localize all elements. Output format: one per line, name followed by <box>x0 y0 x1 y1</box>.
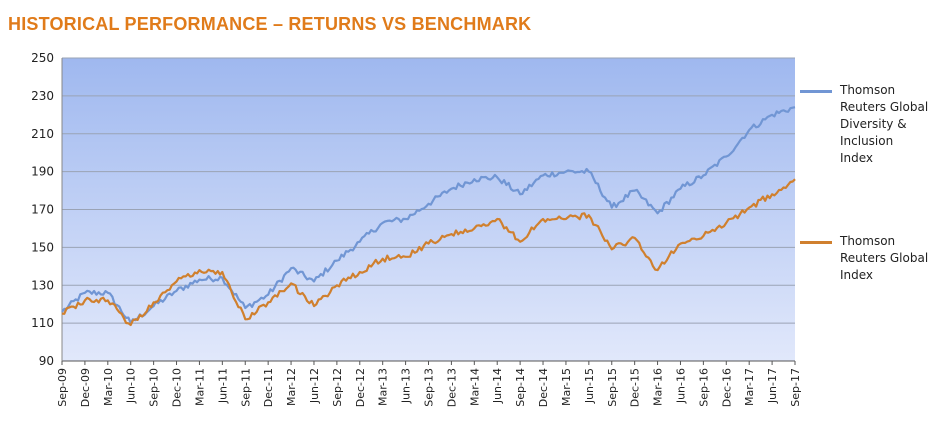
series-line-diversity <box>61 106 796 325</box>
x-tick-label: Dec-12 <box>354 368 367 407</box>
x-tick-label: Jun-16 <box>674 368 687 404</box>
series-line-global <box>61 178 796 327</box>
x-tick-label: Sep-14 <box>514 368 527 407</box>
x-tick-label: Dec-09 <box>79 368 92 407</box>
x-tick-label: Sep-11 <box>239 368 252 407</box>
x-tick-label: Jun-10 <box>125 368 138 404</box>
y-tick-label: 250 <box>31 51 54 65</box>
legend-swatch-global <box>800 241 832 244</box>
x-tick-label: Sep-09 <box>56 368 69 407</box>
x-tick-label: Jun-11 <box>216 368 229 404</box>
legend-label-global: Thomson Reuters Global Index <box>840 234 929 282</box>
x-tick-label: Dec-13 <box>445 368 458 407</box>
x-tick-label: Mar-11 <box>193 368 206 406</box>
x-tick-label: Dec-14 <box>537 368 550 407</box>
x-tick-label: Jun-14 <box>491 368 504 404</box>
x-tick-label: Jun-15 <box>583 368 596 404</box>
y-tick-label: 110 <box>31 316 54 330</box>
y-tick-label: 130 <box>31 278 54 292</box>
x-tick-label: Sep-12 <box>331 368 344 407</box>
x-tick-label: Sep-17 <box>789 368 802 407</box>
x-tick-label: Jun-13 <box>400 368 413 404</box>
x-tick-label: Mar-14 <box>468 368 481 406</box>
y-axis: 90 110 130 150 170 190 210 230 250 <box>31 51 54 368</box>
x-tick-label: Dec-15 <box>629 368 642 407</box>
x-tick-label: Dec-11 <box>262 368 275 407</box>
x-tick-label: Mar-16 <box>652 368 665 406</box>
x-tick-label: Mar-12 <box>285 368 298 406</box>
x-tick-label: Sep-16 <box>697 368 710 407</box>
series-lines <box>61 106 796 327</box>
x-tick-label: Jun-17 <box>766 368 779 404</box>
x-axis: Sep-09 Dec-09 Mar-10 Jun-10 Sep-10 Dec-10 Mar-… <box>56 58 802 407</box>
x-tick-label: Sep-15 <box>606 368 619 407</box>
legend-item-diversity: Thomson Reuters Global Diversity & Inclu… <box>800 82 940 192</box>
y-tick-label: 150 <box>31 240 54 254</box>
x-tick-label: Mar-10 <box>102 368 115 406</box>
x-tick-label: Sep-13 <box>423 368 436 407</box>
x-tick-label: Mar-13 <box>377 368 390 406</box>
x-tick-label: Mar-17 <box>743 368 756 406</box>
x-tick-label: Dec-16 <box>720 368 733 407</box>
y-tick-label: 190 <box>31 165 54 179</box>
x-tick-label: Dec-10 <box>171 368 184 407</box>
legend-item-global: Thomson Reuters Global Index <box>800 233 940 293</box>
y-tick-label: 90 <box>39 354 54 368</box>
chart-title: HISTORICAL PERFORMANCE – RETURNS VS BENC… <box>8 14 532 34</box>
y-tick-label: 210 <box>31 127 54 141</box>
x-tick-label: Mar-15 <box>560 368 573 406</box>
legend-label-diversity: Thomson Reuters Global Diversity & Inclu… <box>840 83 929 165</box>
legend-swatch-diversity <box>800 90 832 93</box>
x-tick-label: Sep-10 <box>148 368 161 407</box>
x-tick-label: Jun-12 <box>308 368 321 404</box>
y-tick-label: 170 <box>31 203 54 217</box>
y-tick-label: 230 <box>31 89 54 103</box>
